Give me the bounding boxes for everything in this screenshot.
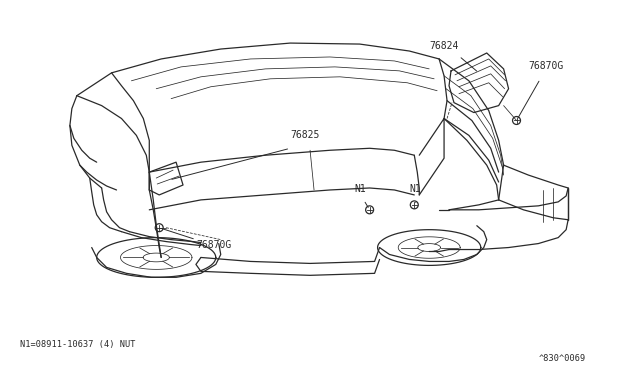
Text: 76824: 76824: [429, 41, 458, 51]
Text: 76825: 76825: [290, 130, 319, 140]
Text: ^830^0069: ^830^0069: [538, 354, 586, 363]
Text: N1: N1: [355, 184, 367, 194]
Text: 76870G: 76870G: [196, 240, 231, 250]
Text: N1=08911-10637 (4) NUT: N1=08911-10637 (4) NUT: [20, 340, 136, 349]
Text: 76870G: 76870G: [529, 61, 564, 71]
Text: N1: N1: [410, 184, 421, 194]
